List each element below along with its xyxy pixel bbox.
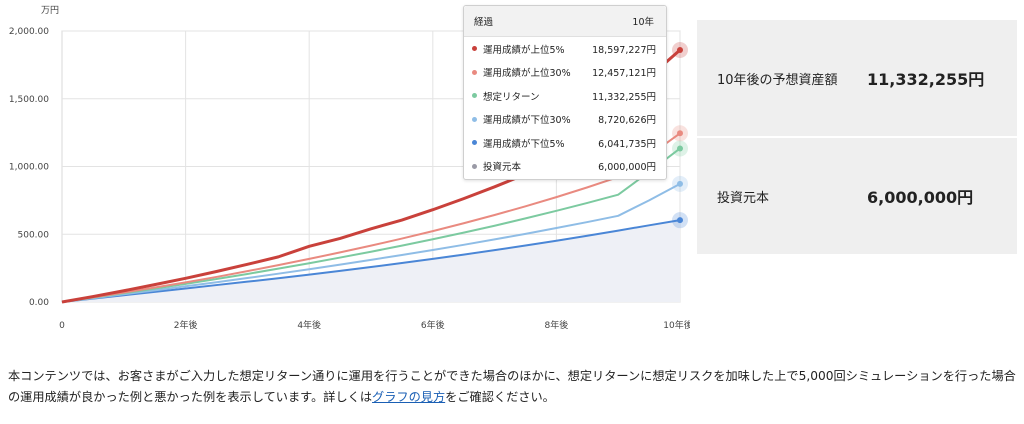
y-tick-label: 1,500.00 [9, 95, 49, 105]
tooltip-header-value: 10年 [632, 17, 654, 28]
tooltip-series-name: 投資元本 [483, 162, 522, 174]
asset-simulation-chart: 0.00 500.00 1,000.00 1,500.00 2,000.00 0 2年後 4年… [9, 5, 690, 331]
tooltip-series-value: 18,597,227円 [592, 44, 656, 56]
series-line [61, 182, 681, 303]
tooltip-series-value: 6,041,735円 [598, 138, 656, 150]
tooltip-header: 経過 10年 [464, 6, 666, 37]
forecast-summary-box: 10年後の予想資産額 11,332,255円 [697, 20, 1017, 136]
series-dot-icon [472, 93, 477, 99]
series-line [61, 219, 681, 303]
x-tick-label: 4年後 [297, 319, 321, 331]
tooltip-series-value: 12,457,121円 [592, 68, 656, 80]
tooltip-row: 運用成績が下位5% 6,041,735円 [464, 131, 666, 155]
tooltip-series-name: 運用成績が下位30% [483, 115, 571, 127]
tooltip-row: 運用成績が下位30% 8,720,626円 [464, 108, 666, 132]
principal-label: 投資元本 [717, 190, 770, 206]
series-line [61, 132, 681, 303]
tooltip-header-label: 経過 [474, 17, 494, 28]
series-end-point [677, 145, 683, 152]
tooltip-series-name: 運用成績が上位30% [483, 68, 571, 80]
tooltip-series-name: 運用成績が上位5% [483, 44, 565, 56]
tooltip-series-value: 8,720,626円 [598, 115, 656, 127]
y-tick-label: 1,000.00 [9, 163, 49, 173]
tooltip-series-value: 6,000,000円 [598, 162, 656, 174]
explanation-note: 本コンテンツでは、お客さまがご入力した想定リターン通りに運用を行うことができた場… [8, 366, 1020, 408]
series-dot-icon [472, 116, 477, 122]
tooltip-series-name: 運用成績が下位5% [483, 138, 565, 150]
y-tick-label: 500.00 [18, 230, 50, 240]
series-end-point [677, 217, 683, 224]
series-dot-icon [472, 163, 477, 169]
x-tick-label: 2年後 [174, 319, 198, 331]
series-dot-icon [472, 69, 477, 75]
series-end-point [677, 180, 683, 187]
note-text-before: 本コンテンツでは、お客さまがご入力した想定リターン通りに運用を行うことができた場… [8, 369, 1016, 404]
series-dot-icon [472, 140, 477, 146]
chart-svg: 0.00 500.00 1,000.00 1,500.00 2,000.00 0 2年後 4年… [9, 5, 690, 331]
series-end-point [677, 130, 683, 137]
tooltip-series-value: 11,332,255円 [592, 91, 656, 103]
chart-tooltip: 経過 10年 運用成績が上位5% 18,597,227円運用成績が上位30% 12,… [463, 5, 667, 180]
series-end-point [677, 46, 683, 53]
area-fill [62, 220, 680, 302]
y-tick-label: 2,000.00 [9, 27, 49, 37]
forecast-label: 10年後の予想資産額 [717, 72, 838, 88]
tooltip-row: 投資元本 6,000,000円 [464, 155, 666, 179]
x-tick-label: 0 [59, 321, 65, 331]
principal-value: 6,000,000円 [867, 188, 974, 207]
x-tick-label: 8年後 [545, 319, 569, 331]
tooltip-rows: 運用成績が上位5% 18,597,227円運用成績が上位30% 12,457,121… [464, 37, 666, 178]
series-dot-icon [472, 46, 477, 52]
principal-summary-box: 投資元本 6,000,000円 [697, 138, 1017, 254]
tooltip-series-name: 想定リターン [483, 91, 540, 103]
tooltip-row: 運用成績が上位5% 18,597,227円 [464, 37, 666, 61]
tooltip-row: 想定リターン 11,332,255円 [464, 84, 666, 108]
note-text-after: をご確認ください。 [445, 390, 555, 404]
forecast-value: 11,332,255円 [867, 70, 985, 89]
tooltip-row: 運用成績が上位30% 12,457,121円 [464, 61, 666, 85]
y-unit-label: 万円 [41, 5, 59, 16]
graph-guide-link[interactable]: グラフの見方 [372, 390, 446, 404]
x-tick-label: 10年後 [663, 319, 690, 331]
series-line [61, 147, 681, 303]
x-tick-label: 6年後 [421, 319, 445, 331]
y-tick-label: 0.00 [29, 298, 49, 308]
